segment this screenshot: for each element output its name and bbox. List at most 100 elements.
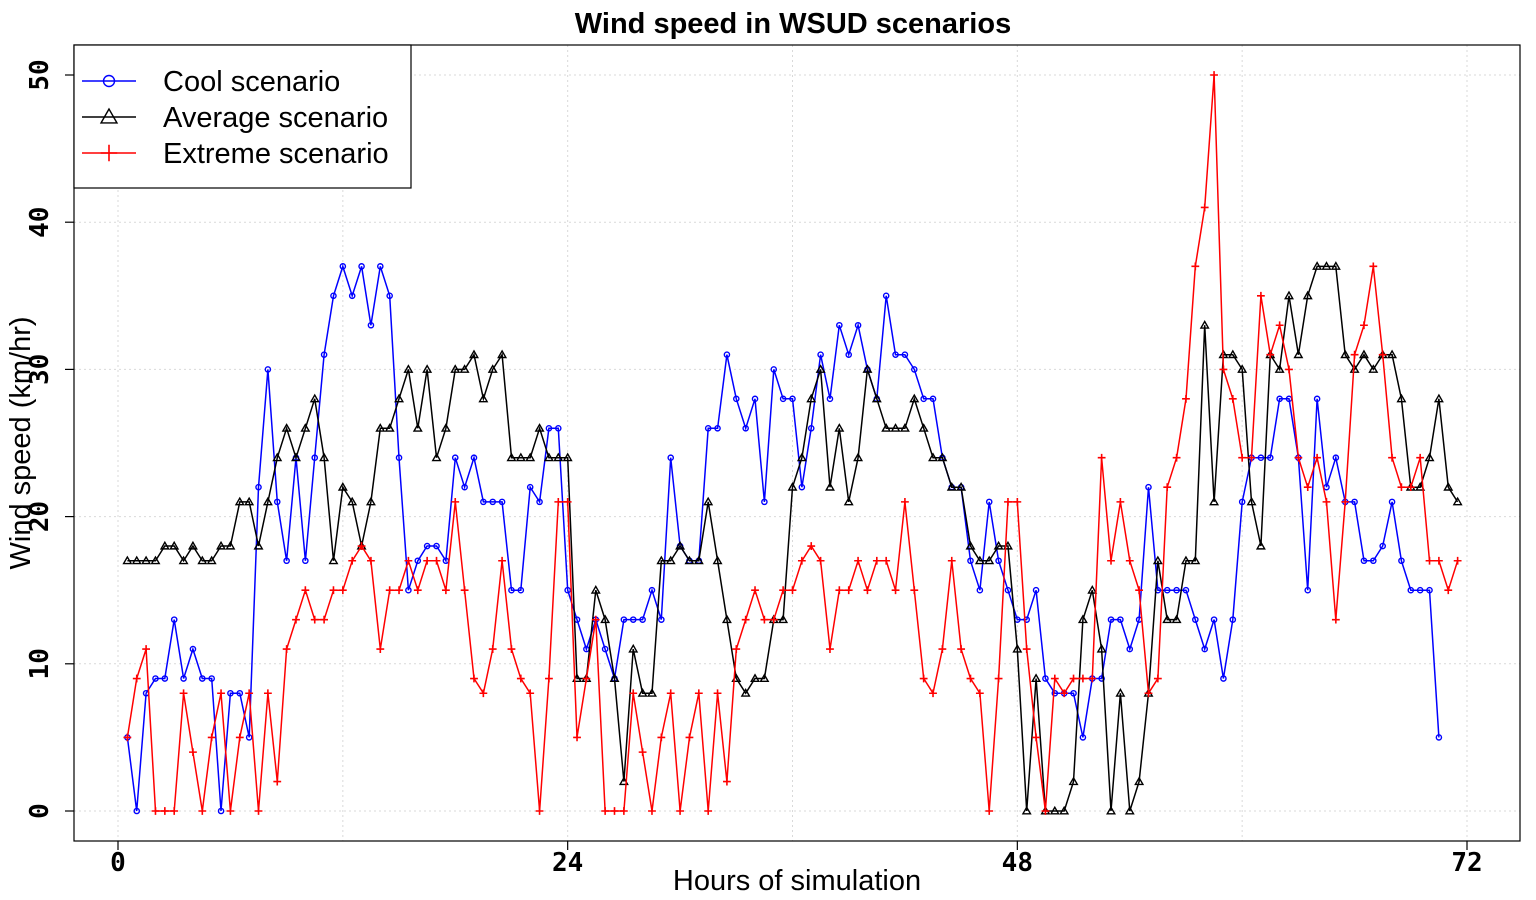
point-marker <box>929 689 937 698</box>
point-marker <box>723 351 731 358</box>
point-marker <box>1124 805 1135 815</box>
point-marker <box>235 733 244 742</box>
point-marker <box>1049 805 1060 815</box>
point-marker <box>507 645 516 653</box>
point-marker <box>1340 349 1351 359</box>
point-marker <box>394 393 405 403</box>
point-marker <box>1116 497 1125 506</box>
y-tick-label: 10 <box>25 648 55 679</box>
point-marker <box>431 452 442 462</box>
point-marker <box>217 689 225 698</box>
point-marker <box>338 586 347 595</box>
point-marker <box>694 689 703 698</box>
point-marker <box>882 292 890 300</box>
point-marker <box>281 423 292 432</box>
point-marker <box>562 452 573 462</box>
point-marker <box>330 292 337 300</box>
point-marker <box>423 542 431 550</box>
point-marker <box>798 483 806 491</box>
point-marker <box>1266 350 1275 359</box>
point-marker <box>133 807 141 815</box>
point-marker <box>1341 497 1350 506</box>
point-marker <box>543 452 554 462</box>
point-marker <box>975 689 984 698</box>
point-marker <box>770 366 778 373</box>
point-marker <box>1173 586 1180 594</box>
point-marker <box>714 424 721 432</box>
point-marker <box>601 645 609 653</box>
point-marker <box>1247 453 1256 462</box>
point-marker <box>161 675 169 682</box>
point-marker <box>236 689 244 697</box>
point-marker <box>834 423 845 432</box>
point-marker <box>283 557 290 565</box>
point-marker <box>590 585 601 594</box>
point-marker <box>1285 365 1293 374</box>
point-marker <box>1115 688 1126 697</box>
point-marker <box>1079 734 1087 741</box>
point-marker <box>862 364 873 373</box>
point-marker <box>1041 807 1050 815</box>
y-tick-label: 0 <box>25 803 55 819</box>
point-marker <box>890 423 901 432</box>
point-marker <box>1378 350 1387 359</box>
x-tick-label: 0 <box>110 848 126 878</box>
point-marker <box>1098 675 1105 682</box>
point-marker <box>995 557 1002 565</box>
point-marker <box>1013 497 1022 506</box>
point-marker <box>1192 616 1199 623</box>
point-marker <box>197 555 208 565</box>
point-marker <box>1368 364 1379 373</box>
point-marker <box>751 395 759 403</box>
point-marker <box>1191 262 1200 271</box>
point-marker <box>1274 364 1285 373</box>
point-marker <box>760 615 769 624</box>
point-marker <box>657 733 666 742</box>
point-marker <box>395 454 403 462</box>
point-marker <box>807 424 815 432</box>
point-marker <box>647 688 657 697</box>
point-marker <box>637 688 648 697</box>
point-marker <box>1200 203 1209 212</box>
point-marker <box>928 452 938 462</box>
point-marker <box>648 807 656 815</box>
point-marker <box>797 556 806 565</box>
point-marker <box>1210 71 1218 79</box>
point-marker <box>159 540 170 550</box>
point-marker <box>506 452 517 462</box>
point-marker <box>1255 540 1266 550</box>
point-marker <box>947 556 956 565</box>
point-marker <box>206 555 217 565</box>
point-marker <box>414 557 422 565</box>
point-marker <box>377 263 384 270</box>
series-1 <box>124 263 1443 815</box>
point-marker <box>319 452 330 462</box>
point-marker <box>150 555 161 565</box>
point-marker <box>498 498 506 506</box>
point-marker <box>525 452 536 462</box>
axes: 0 24 48 72 0 10 20 30 40 50 <box>25 59 1483 878</box>
point-marker <box>891 586 900 595</box>
point-marker <box>1153 674 1162 683</box>
series-layer <box>122 71 1463 815</box>
point-marker <box>882 556 891 565</box>
series-line <box>126 263 1440 812</box>
legend: Cool scenario Average scenario Extreme sce… <box>73 44 412 189</box>
point-marker <box>676 807 684 815</box>
point-marker <box>553 452 564 462</box>
point-marker <box>1407 586 1415 594</box>
point-marker <box>488 645 497 653</box>
point-marker <box>535 807 544 815</box>
point-marker <box>141 555 152 565</box>
point-marker <box>872 556 881 565</box>
point-marker <box>843 496 854 506</box>
x-tick-label: 24 <box>552 848 583 878</box>
point-marker <box>881 423 892 432</box>
y-tick-label: 20 <box>25 501 55 532</box>
point-marker <box>675 540 686 550</box>
point-marker <box>227 689 234 697</box>
point-marker <box>189 748 197 757</box>
point-marker <box>1125 556 1134 565</box>
point-marker <box>433 542 440 550</box>
point-marker <box>262 496 273 506</box>
